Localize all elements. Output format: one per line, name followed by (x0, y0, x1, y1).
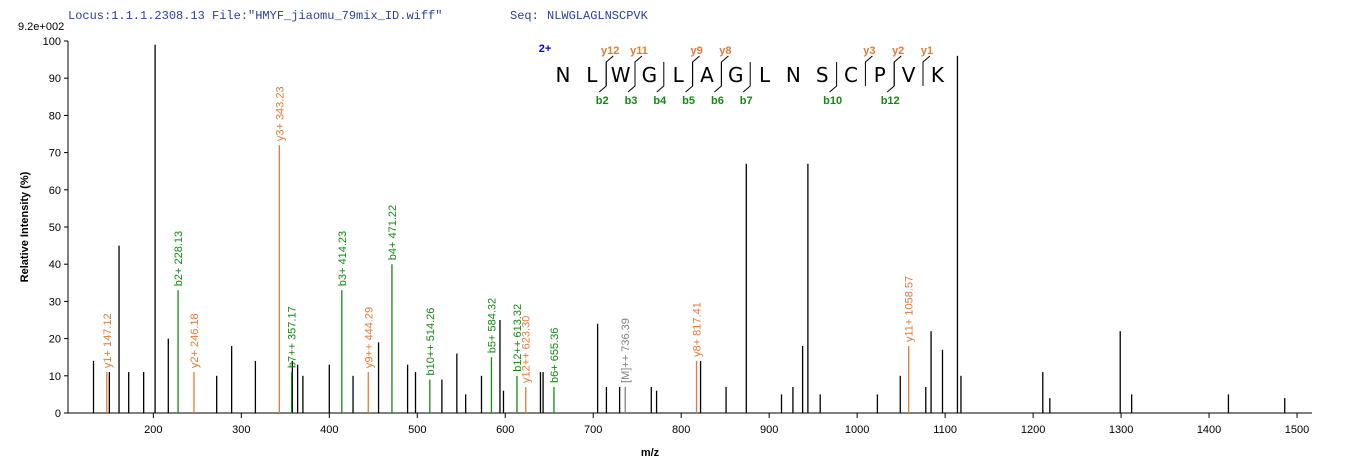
y-cut (864, 55, 873, 86)
residue: L (586, 63, 598, 87)
residue: L (673, 63, 685, 87)
locus: Locus:1.1.1.2308.13 File:"HMYF_jiaomu_79… (68, 9, 442, 23)
peak-label: b4+ 471.22 (387, 205, 399, 260)
y-ion-label: y12 (601, 45, 619, 57)
b-cut (714, 62, 722, 93)
seq: NLWGLAGLNSCPVK (547, 9, 649, 23)
y-ion-label: y11 (630, 45, 648, 57)
peak-label: y9++ 444.29 (363, 307, 375, 368)
b-cut (627, 62, 636, 93)
x-tick-label: 1100 (933, 424, 957, 436)
residue: G (642, 63, 658, 87)
peak-label: b2+ 228.13 (173, 231, 185, 286)
b-ion-label: b7 (740, 95, 753, 107)
x-tick-label: 1300 (1109, 424, 1133, 436)
peak-label: b7++ 357.17 (287, 306, 299, 368)
b-cut (656, 62, 665, 93)
x-tick-label: 800 (672, 424, 690, 436)
b-ion-label: b12 (881, 95, 900, 107)
residue: N (786, 63, 801, 87)
y-tick-label: 30 (49, 296, 61, 308)
y-ion-label: y1 (921, 45, 933, 57)
residue: N (556, 63, 571, 87)
b-cut (685, 62, 694, 93)
residue: A (700, 63, 714, 87)
b-cut (829, 62, 838, 93)
x-tick-label: 1500 (1285, 424, 1309, 436)
y-ion-label: y8 (719, 45, 731, 57)
x-tick-label: 700 (584, 424, 602, 436)
residue: P (874, 63, 886, 87)
y-tick-label: 100 (43, 36, 61, 48)
b-cut (598, 62, 607, 93)
residue: G (728, 63, 744, 87)
b-ion-label: b10 (823, 95, 842, 107)
peak-label: b3+ 414.23 (337, 231, 349, 286)
b-ion-label: b3 (625, 95, 638, 107)
x-tick-label: 600 (496, 424, 514, 436)
peak-label: y8+ 817.41 (692, 302, 704, 357)
y-tick-label: 0 (55, 408, 61, 420)
y-ion-label: y3 (863, 45, 875, 57)
peak-label: b6+ 655.36 (549, 328, 561, 383)
x-tick-label: 1000 (845, 424, 869, 436)
peak-label: b12++ 613.32 (512, 304, 524, 372)
y-cut (893, 55, 902, 86)
peak-label: y1+ 147.12 (102, 313, 114, 368)
x-tick-label: 1200 (1021, 424, 1045, 436)
y-tick-label: 80 (49, 110, 61, 122)
peak-label: b5+ 584.32 (486, 298, 498, 353)
peak-label: b10++ 514.26 (425, 308, 437, 376)
charge: 2+ (539, 43, 552, 55)
peak-label: [M]++ 736.39 (620, 318, 632, 383)
b-ion-label: b4 (653, 95, 667, 107)
y-tick-label: 90 (49, 73, 61, 85)
residue: W (611, 63, 631, 87)
peak-label: y12++ 623.30 (521, 316, 533, 383)
y-tick-label: 60 (49, 185, 61, 197)
y-axis-label: Relative Intensity (%) (19, 171, 31, 282)
b-ion-label: b6 (711, 95, 724, 107)
residue: S (816, 63, 829, 87)
peak-label: y2+ 246.18 (189, 313, 201, 368)
y-cut (692, 55, 700, 86)
x-axis-label: m/z (641, 447, 660, 459)
y-cut (922, 55, 931, 86)
x-tick-label: 300 (232, 424, 250, 436)
residue: K (931, 63, 945, 87)
residue: V (902, 63, 916, 87)
x-tick-label: 400 (320, 424, 338, 436)
y-tick-label: 40 (49, 259, 61, 271)
y-ion-label: y9 (690, 45, 702, 57)
x-tick-label: 200 (144, 424, 162, 436)
peak-label: y11+ 1058.57 (904, 276, 916, 342)
b-ion-label: b5 (682, 95, 695, 107)
b-cut (886, 62, 895, 93)
x-tick-label: 500 (408, 424, 426, 436)
y-tick-label: 50 (49, 222, 61, 234)
b-ion-label: b2 (596, 95, 609, 107)
residue: C (844, 63, 858, 87)
y-tick-label: 70 (49, 148, 61, 160)
y-ion-label: y2 (892, 45, 904, 57)
peak-label: y3+ 343.23 (274, 86, 286, 141)
scale-label: 9.2e+002 (18, 21, 64, 33)
seq-label: Seq: (510, 9, 539, 23)
residue: L (759, 63, 771, 87)
x-tick-label: 1400 (1197, 424, 1221, 436)
b-cut (742, 62, 751, 93)
y-tick-label: 10 (49, 371, 61, 383)
y-tick-label: 20 (49, 334, 61, 346)
x-tick-label: 900 (760, 424, 778, 436)
